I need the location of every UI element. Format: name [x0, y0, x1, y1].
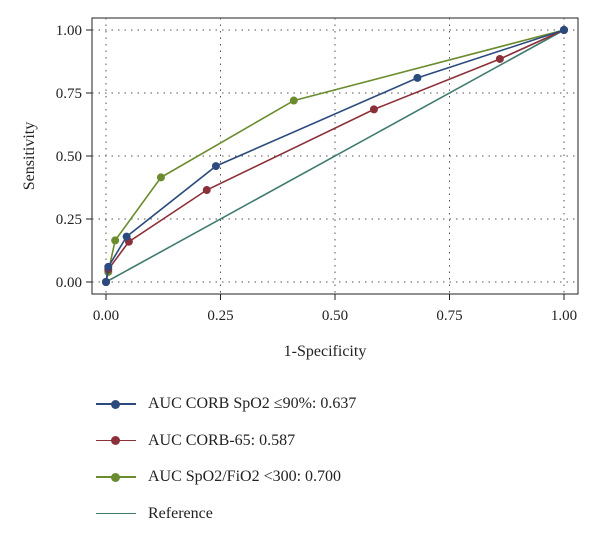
legend-swatch-2 [96, 471, 136, 483]
series-2-point-3 [156, 173, 165, 182]
x-axis-title: 1-Specificity [284, 343, 367, 360]
legend-label-1: AUC CORB-65: 0.587 [148, 431, 296, 449]
series-line-3 [105, 29, 565, 283]
legend-item-0: AUC CORB SpO2 ≤90%: 0.637 [96, 386, 516, 423]
series-0-point-0 [102, 278, 110, 286]
roc-chart: 0.00 0.00 0.25 0.25 0.50 0.50 0.75 0.75 1.00 1.00… [21, 17, 579, 360]
x-tick-label-3: 0.75 [436, 308, 462, 324]
y-axis-title: Sensitivity [21, 122, 38, 190]
chart-legend: AUC CORB SpO2 ≤90%: 0.637 AUC CORB-65: 0.… [96, 386, 516, 532]
series-0-point-2 [122, 232, 131, 241]
series-0-point-3 [211, 162, 220, 171]
x-tick-label-0: 0.00 [93, 308, 119, 324]
legend-swatch-1 [96, 435, 136, 447]
x-tick-label-2: 0.50 [322, 308, 348, 324]
legend-item-1: AUC CORB-65: 0.587 [96, 423, 516, 460]
y-tick-label-3: 0.75 [56, 86, 82, 102]
y-tick-label-0: 0.00 [56, 275, 82, 291]
legend-label-2: AUC SpO2/FiO2 <300: 0.700 [148, 468, 342, 486]
legend-swatch-3 [96, 508, 136, 520]
legend-item-3: Reference [96, 496, 516, 533]
series-1-point-4 [369, 105, 378, 114]
y-tick-label-1: 0.25 [56, 212, 82, 228]
series-2-point-4 [289, 96, 298, 105]
series-0-point-1 [104, 262, 113, 271]
y-tick-label-4: 1.00 [56, 23, 82, 39]
series-0-point-4 [413, 73, 422, 82]
legend-item-2: AUC SpO2/FiO2 <300: 0.700 [96, 459, 516, 496]
series-1-point-5 [495, 54, 504, 63]
legend-label-3: Reference [148, 504, 213, 522]
legend-label-0: AUC CORB SpO2 ≤90%: 0.637 [148, 395, 357, 413]
legend-swatch-0 [96, 398, 136, 410]
series-0-point-5 [560, 26, 568, 34]
x-tick-label-4: 1.00 [551, 308, 577, 324]
x-tick-label-1: 0.25 [207, 308, 233, 324]
series-2-point-2 [111, 236, 120, 245]
y-tick-label-2: 0.50 [56, 149, 82, 165]
series-1-point-3 [202, 186, 211, 195]
